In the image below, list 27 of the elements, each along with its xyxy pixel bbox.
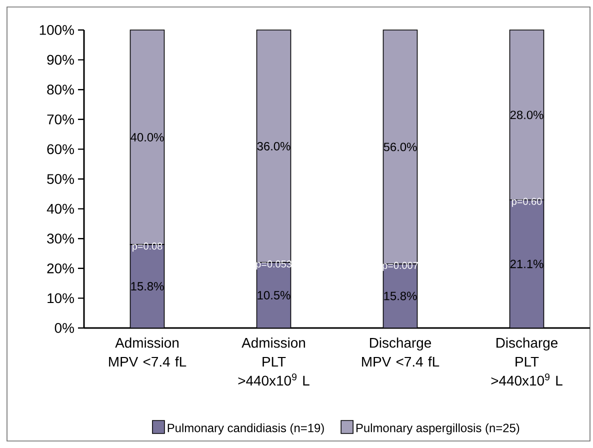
annotation: 15.8%: [384, 292, 417, 300]
x-tick-label: Discharge MPV <7.4 fL: [362, 338, 440, 367]
annotation: p=0.08: [132, 242, 162, 252]
legend-label: Pulmonary candidiasis (n=19): [168, 423, 324, 435]
annotation: 10.5%: [258, 290, 290, 300]
y-tick-label: 90%: [47, 54, 74, 65]
y-tick-label: 80%: [47, 84, 74, 95]
annotation: 15.8%: [131, 282, 164, 291]
x-tick-label: Discharge PLT >440x10$^{9}$ L: [491, 338, 562, 386]
annotation: 21.1%: [510, 260, 544, 268]
y-tick-label: 40%: [46, 204, 74, 214]
y-tick-label: 50%: [47, 174, 74, 184]
annotation: 28.0%: [510, 110, 544, 120]
annotation: 40.0%: [130, 133, 164, 142]
y-tick-label: 100%: [40, 25, 74, 35]
legend-label: Pulmonary aspergillosis (n=25): [356, 423, 520, 435]
y-tick-label: 20%: [47, 263, 74, 274]
annotation: 36.0%: [257, 142, 290, 150]
x-tick-label: Admission PLT >440x10$^{9}$ L: [238, 338, 310, 386]
y-tick-label: 70%: [47, 114, 74, 124]
y-tick-label: 30%: [47, 234, 74, 244]
annotation: 56.0%: [384, 142, 417, 152]
y-tick-label: 0%: [54, 323, 74, 333]
x-tick-label: Admission MPV <7.4 fL: [109, 338, 186, 367]
y-tick-label: 60%: [47, 144, 74, 154]
y-tick-label: 10%: [48, 293, 74, 304]
annotation: p=0.60: [512, 198, 542, 207]
